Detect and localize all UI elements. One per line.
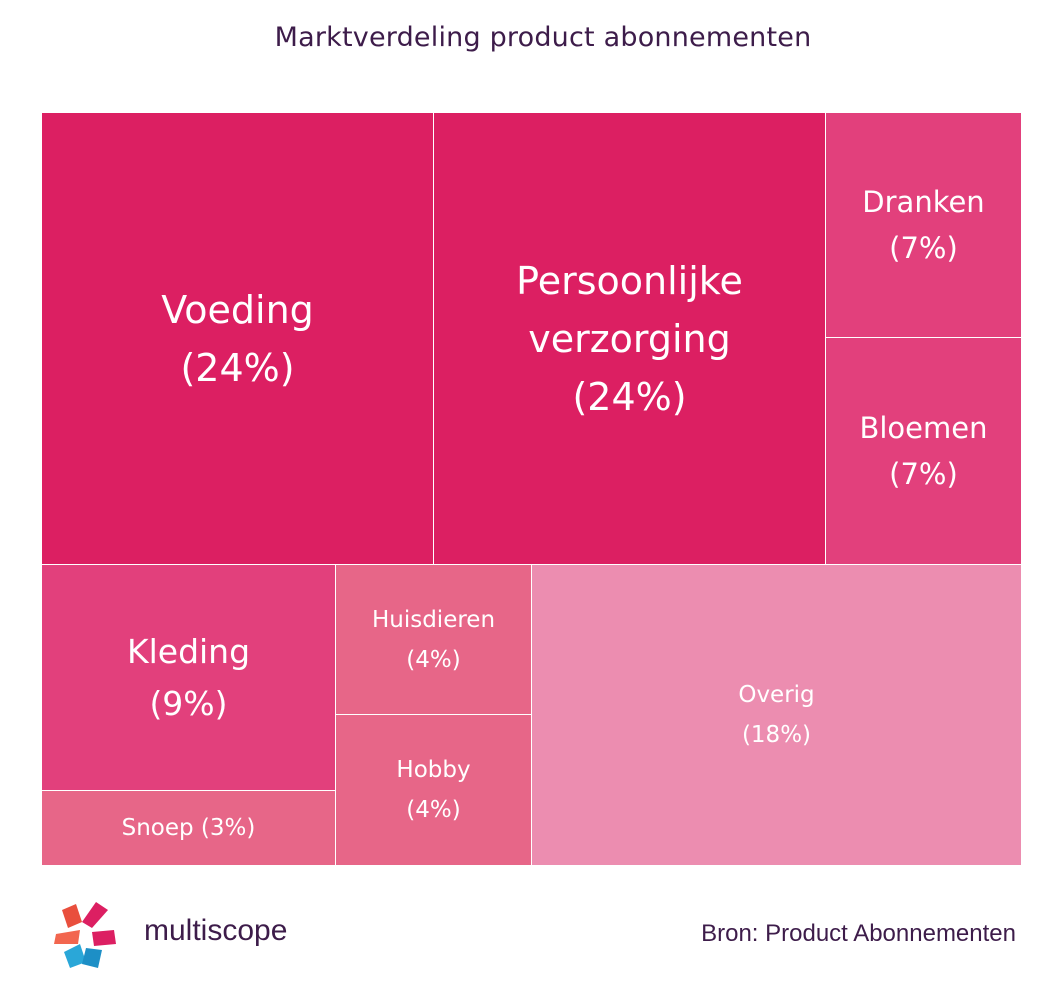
multiscope-logo-icon [54,902,116,968]
multiscope-logo: multiscope [52,900,352,972]
treemap-value-label: (24%) [572,374,687,419]
treemap-label: Kleding [126,631,251,671]
treemap-value-label: (9%) [149,683,228,723]
treemap-label: Persoonlijke verzorging [516,258,743,361]
treemap-cell-voeding: Voeding (24%) [42,113,434,565]
treemap-label: Snoep (3%) [121,815,256,841]
treemap-label: Dranken [862,185,985,219]
treemap-cell-snoep: Snoep (3%) [42,791,336,866]
chart-title: Marktverdeling product abonnementen [274,22,812,53]
treemap-cell-overig: Overig (18%) [532,565,1022,866]
treemap-value-label: (4%) [406,646,461,673]
treemap-cell-dranken: Dranken (7%) [826,113,1022,338]
treemap-value-label: (18%) [741,722,812,748]
treemap-cell-hobby: Hobby (4%) [336,715,532,866]
treemap-cell-huisdieren: Huisdieren (4%) [336,565,532,715]
treemap-value-label: (24%) [180,345,295,390]
treemap-cell-bloemen: Bloemen (7%) [826,338,1022,565]
treemap-cell-kleding: Kleding (9%) [42,565,336,791]
treemap-label: Hobby [396,757,471,783]
brand-name: multiscope [144,914,288,947]
treemap-value-label: (7%) [889,457,958,491]
treemap-label: Voeding [161,287,314,332]
treemap-value-label: (4%) [406,797,461,823]
source-note: Bron: Product Abonnementen [701,920,1016,947]
treemap-value-label: (7%) [889,231,958,265]
treemap-label: Overig [738,682,815,708]
treemap-label: Huisdieren [371,606,496,633]
treemap-cell-persoonlijke-verzorging: Persoonlijke verzorging (24%) [434,113,826,565]
treemap-label: Bloemen [859,411,988,445]
